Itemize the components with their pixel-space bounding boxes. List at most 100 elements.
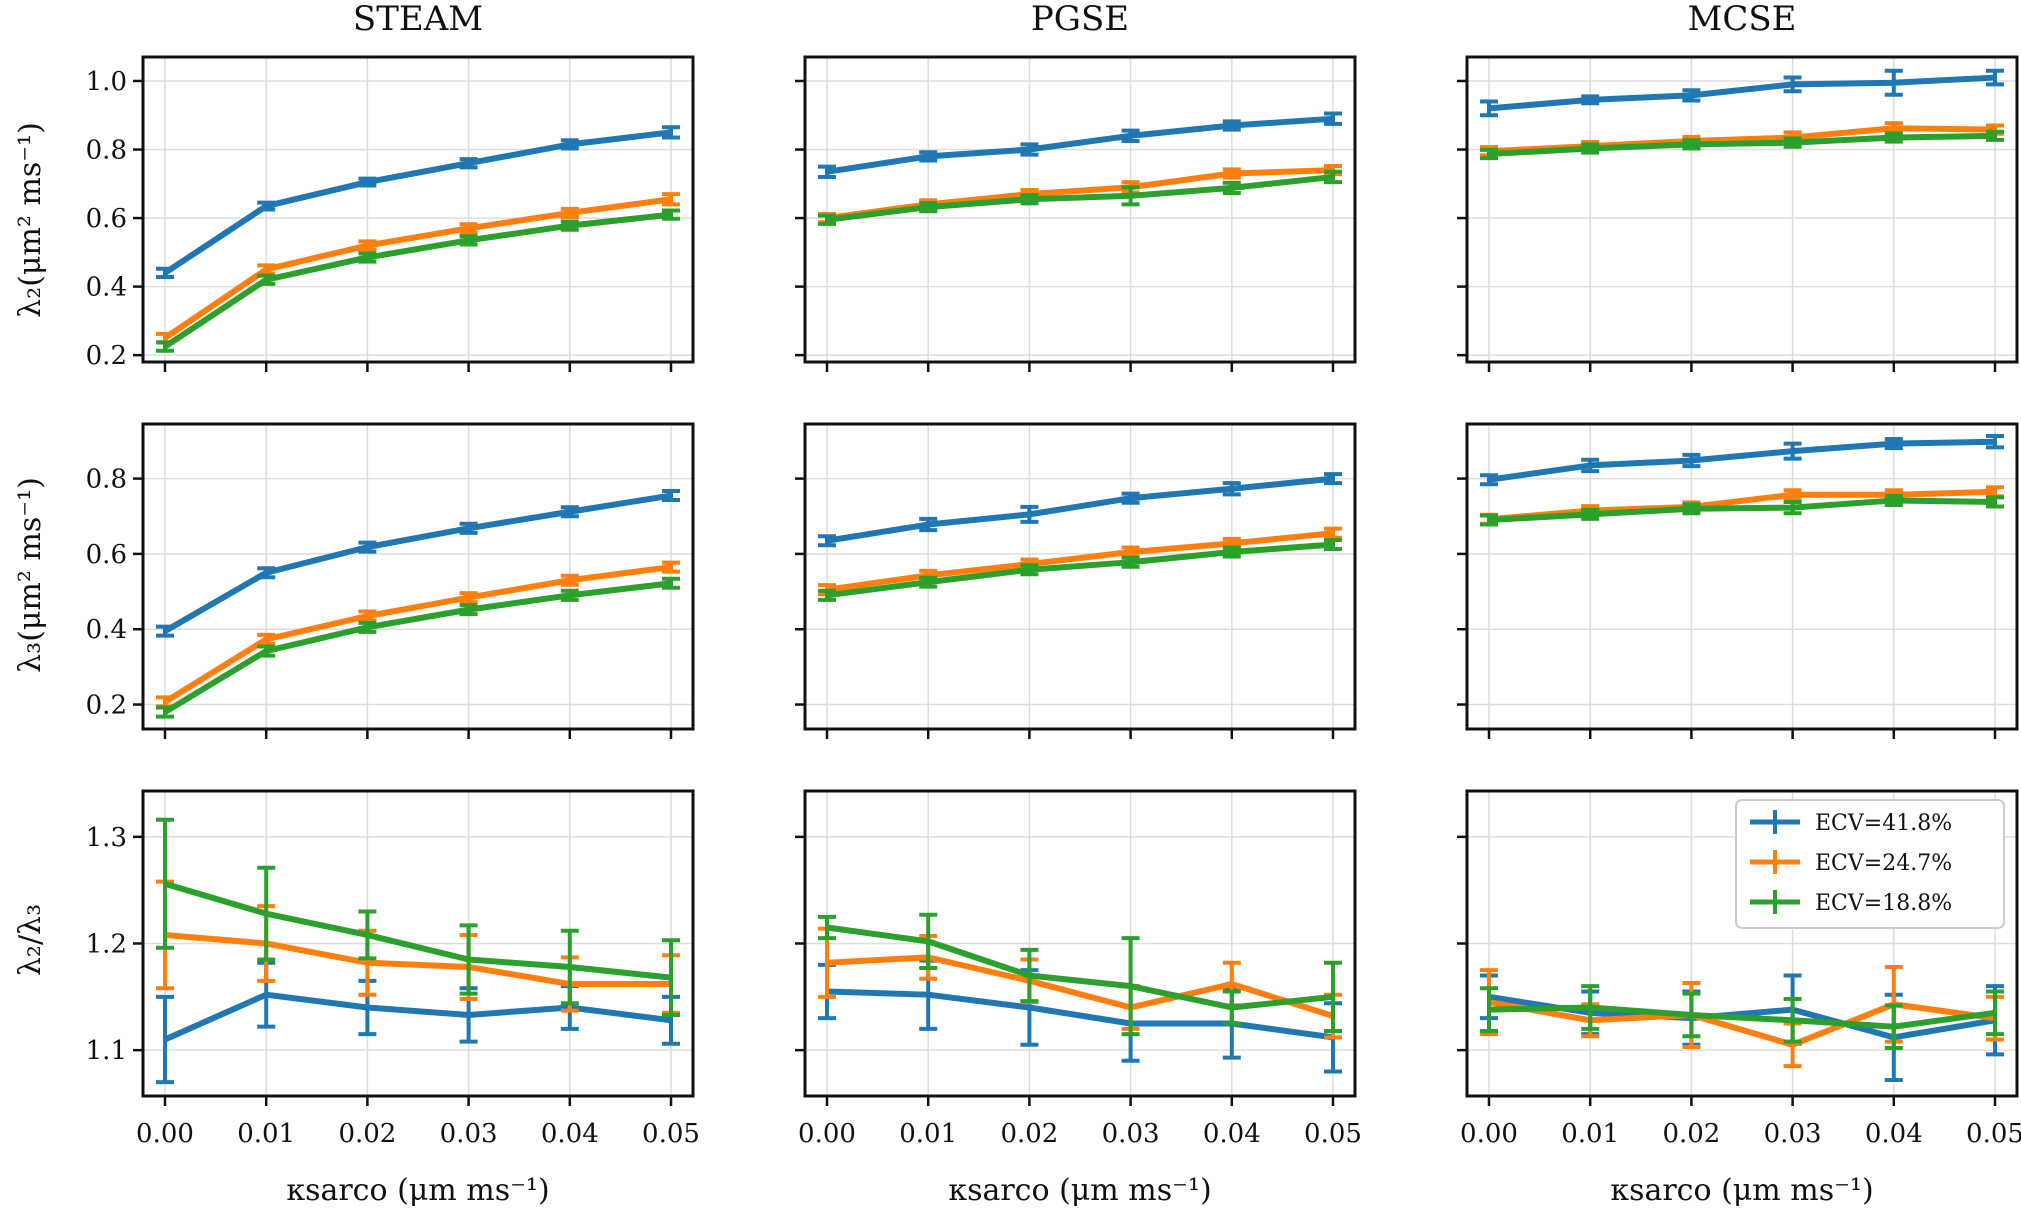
series-line <box>1488 497 1996 524</box>
legend-label: ECV=24.7% <box>1815 851 1952 876</box>
y-tick-label: 0.4 <box>86 273 127 303</box>
y-tick-label: 1.0 <box>86 67 127 97</box>
series-line <box>1488 999 1996 1048</box>
x-tick-label: 0.02 <box>338 1119 396 1149</box>
y-tick-label: 0.2 <box>86 691 127 721</box>
series-line <box>826 530 1334 593</box>
series-line <box>164 931 671 988</box>
y-tick-label: 1.1 <box>86 1036 127 1066</box>
series-ecv-41-8- <box>156 125 680 280</box>
series-ecv-18-8- <box>1480 493 2004 527</box>
series-ecv-41-8- <box>156 489 680 638</box>
column-titles: STEAM PGSE MCSE <box>353 0 1797 39</box>
x-tick-label: 0.03 <box>1102 1119 1160 1149</box>
series-line <box>1488 488 1996 523</box>
ylabel-ratio: λ₂/λ₃ <box>13 904 48 976</box>
series-ecv-18-8- <box>818 912 1342 1037</box>
y-tick-label: 1.2 <box>86 930 127 960</box>
x-tick-label: 0.03 <box>440 1119 498 1149</box>
ticks: 0.00 0.01 0.02 0.03 0.04 0.05 <box>795 835 1362 1149</box>
x-tick-label: 0.01 <box>899 1119 957 1149</box>
series-ecv-41-8- <box>818 111 1342 179</box>
series-line <box>826 541 1334 599</box>
series-ecv-41-8- <box>818 958 1342 1074</box>
series-ecv-18-8- <box>818 537 1342 602</box>
legend-item-ecv-24-7: ECV=24.7% <box>1750 850 1952 876</box>
series-line <box>163 211 672 350</box>
ticks <box>795 79 1335 372</box>
subplot-1-1 <box>795 422 1357 739</box>
subplot-1-2 <box>1457 422 2019 739</box>
series-line <box>1488 74 1996 112</box>
series-line <box>163 564 672 705</box>
ticks <box>1457 477 1997 739</box>
series-line <box>826 988 1334 1041</box>
series-line <box>164 880 672 981</box>
legend-label: ECV=41.8% <box>1815 811 1952 836</box>
row-ylabels: λ₂(μm² ms⁻¹) λ₃(μm² ms⁻¹) λ₂/λ₃ <box>13 122 48 976</box>
legend-item-ecv-18-8: ECV=18.8% <box>1750 890 1952 916</box>
x-tick-label: 0.02 <box>1000 1119 1058 1149</box>
plot-frame <box>141 789 695 1098</box>
plot-frame <box>141 422 695 731</box>
x-tick-label: 0.03 <box>1764 1119 1822 1149</box>
series-line <box>1488 438 1996 483</box>
series-ecv-24-7- <box>156 560 680 709</box>
series-line <box>826 954 1334 1019</box>
ylabel-lambda2: λ₂(μm² ms⁻¹) <box>13 122 48 318</box>
y-tick-label: 0.6 <box>86 204 127 234</box>
series-line <box>163 580 672 715</box>
ticks: 0.00 0.01 0.02 0.03 0.04 0.05 <box>1457 835 2021 1149</box>
legend: ECV=41.8% ECV=24.7% ECV=18.8% <box>1735 799 2005 929</box>
x-tick-label: 0.02 <box>1662 1119 1720 1149</box>
series-ecv-18-8- <box>156 208 680 353</box>
plot-frame <box>1465 789 2019 1098</box>
grid <box>805 424 1355 729</box>
series-line <box>1488 132 1996 157</box>
plot-frame <box>803 422 1357 731</box>
ticks <box>1457 79 1997 372</box>
ticks <box>795 477 1335 739</box>
ticks: 0.2 0.4 0.6 0.8 1.0 <box>86 67 673 372</box>
grid <box>805 791 1355 1096</box>
subplot-1-0: 0.2 0.4 0.6 0.8 <box>86 422 695 739</box>
x-tick-label: 0.05 <box>642 1119 700 1149</box>
column-xlabels: κsarco (μm ms⁻¹) κsarco (μm ms⁻¹) κsarco… <box>286 1173 1873 1208</box>
series-ecv-18-8- <box>818 169 1342 226</box>
ticks: 0.2 0.4 0.6 0.8 <box>86 465 673 739</box>
series-ecv-18-8- <box>1480 129 2004 161</box>
series-ecv-24-7- <box>156 192 680 345</box>
series-ecv-41-8- <box>818 472 1342 548</box>
y-tick-label: 0.8 <box>86 136 127 166</box>
grid <box>143 791 693 1096</box>
legend-frame <box>1735 799 2005 929</box>
series-ecv-18-8- <box>156 817 680 1017</box>
x-tick-label: 0.04 <box>541 1119 599 1149</box>
subplot-0-0: 0.2 0.4 0.6 0.8 1.0 <box>86 55 695 372</box>
subplot-grid: 0.20.40.60.81.00.20.40.60.80.00 0.01 0.02 0… <box>86 55 2021 1149</box>
xlabel-mcse: κsarco (μm ms⁻¹) <box>1610 1173 1873 1208</box>
series-line <box>826 924 1334 1011</box>
series-ecv-18-8- <box>1480 984 2004 1051</box>
column-title-pgse: PGSE <box>1031 0 1129 39</box>
xlabel-steam: κsarco (μm ms⁻¹) <box>286 1173 549 1208</box>
plot-frame <box>1465 55 2019 364</box>
series-line <box>1488 1004 1996 1030</box>
series-ecv-41-8- <box>1480 434 2004 487</box>
series-ecv-18-8- <box>156 576 680 719</box>
y-tick-label: 0.2 <box>86 341 127 371</box>
plot-frame <box>1465 422 2019 731</box>
series-ecv-41-8- <box>156 960 680 1085</box>
series-line <box>826 173 1334 223</box>
subplot-0-1 <box>795 55 1357 372</box>
x-tick-label: 0.04 <box>1203 1119 1261 1149</box>
series-line <box>826 115 1334 175</box>
series-line <box>163 196 672 341</box>
y-tick-label: 0.8 <box>86 465 127 495</box>
series-line <box>163 129 672 276</box>
x-tick-label: 0.00 <box>136 1119 194 1149</box>
plot-frame <box>803 789 1357 1098</box>
ticks: 0.00 0.01 0.02 0.03 0.04 0.05 1.1 1.2 1.3 <box>86 823 700 1149</box>
xlabel-pgse: κsarco (μm ms⁻¹) <box>948 1173 1211 1208</box>
